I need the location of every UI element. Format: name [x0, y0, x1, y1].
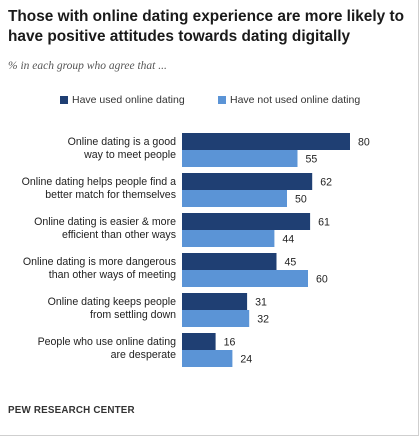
category-label-line: People who use online dating — [38, 336, 177, 348]
category-label-line: efficient than other ways — [62, 229, 176, 241]
category-label-line: Online dating helps people find a — [22, 176, 176, 188]
category-label-line: Online dating is more dangerous — [23, 256, 176, 268]
source-label: PEW RESEARCH CENTER — [8, 405, 135, 416]
value-label-not-used: 32 — [257, 314, 269, 326]
legend-item-used: Have used online dating — [60, 94, 185, 106]
category-label-line: way to meet people — [83, 149, 176, 161]
legend-swatch-used — [60, 96, 68, 104]
value-label-used: 16 — [224, 337, 236, 349]
chart-title: Those with online dating experience are … — [8, 8, 404, 45]
bar-not-used — [182, 270, 308, 287]
bar-used — [182, 133, 350, 150]
category-label-line: Online dating is a good — [68, 136, 176, 148]
bar-used — [182, 213, 311, 230]
category-label-line: better match for themselves — [45, 189, 176, 201]
bar-not-used — [182, 150, 298, 167]
bar-used — [182, 173, 313, 190]
category-label-line: than other ways of meeting — [49, 269, 176, 281]
category-label: Online dating keeps people from settling … — [48, 296, 177, 321]
value-label-used: 61 — [318, 217, 330, 229]
value-label-used: 31 — [255, 297, 267, 309]
category-label-line: Online dating is easier & more — [34, 216, 176, 228]
value-label-used: 80 — [358, 137, 370, 149]
value-label-not-used: 60 — [316, 274, 328, 286]
category-label: Online dating is more dangerous than othe… — [23, 256, 176, 281]
category-label: Online dating is a good way to meet peopl… — [68, 136, 176, 161]
value-label-not-used: 55 — [306, 154, 318, 166]
bar-not-used — [182, 310, 250, 327]
legend-item-not-used: Have not used online dating — [218, 94, 360, 106]
category-label-line: from settling down — [90, 309, 176, 321]
value-label-not-used: 44 — [282, 234, 294, 246]
bar-not-used — [182, 230, 275, 247]
bar-not-used — [182, 190, 287, 207]
bar-used — [182, 333, 216, 350]
chart-subtitle: % in each group who agree that ... — [8, 60, 167, 72]
category-label: People who use online dating are desperat… — [38, 336, 177, 361]
value-label-used: 62 — [320, 177, 332, 189]
legend-label-not-used: Have not used online dating — [230, 94, 361, 106]
category-label-line: are desperate — [111, 349, 176, 361]
category-label: Online dating is easier & more efficient … — [34, 216, 176, 241]
legend-swatch-not-used — [218, 96, 226, 104]
category-label-line: Online dating keeps people — [48, 296, 177, 308]
category-label: Online dating helps people find a better … — [22, 176, 176, 201]
value-label-not-used: 24 — [240, 354, 252, 366]
bar-not-used — [182, 350, 233, 367]
value-label-not-used: 50 — [295, 194, 307, 206]
value-label-used: 45 — [285, 257, 297, 269]
legend-label-used: Have used online dating — [72, 94, 185, 106]
bar-used — [182, 293, 248, 310]
bar-used — [182, 253, 277, 270]
